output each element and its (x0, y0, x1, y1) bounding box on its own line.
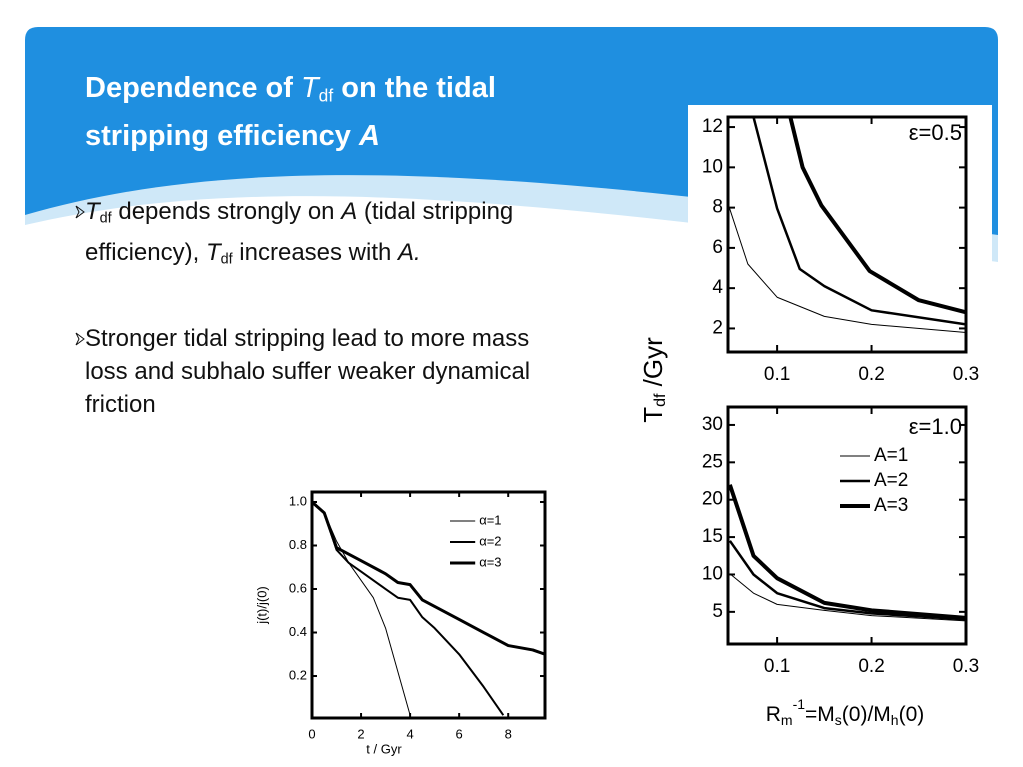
series-line (752, 117, 966, 326)
annotation: ε=0.5 (909, 120, 962, 145)
annotation: ε=1.0 (909, 414, 962, 439)
x-tick-label: 0 (308, 726, 315, 741)
x-tick-label: 0.3 (953, 364, 979, 385)
series-line (788, 117, 966, 315)
y-tick-label: 15 (702, 526, 723, 547)
legend-label: α=3 (479, 554, 501, 569)
y-tick-label: 8 (712, 197, 723, 218)
y-tick-label: 10 (702, 563, 723, 584)
bullet-arrow (75, 205, 85, 219)
x-tick-label: 0.3 (953, 656, 979, 677)
series-line (312, 501, 505, 716)
bullet: Stronger tidal stripping lead to more ma… (75, 322, 545, 421)
x-tick-label: 4 (406, 726, 413, 741)
x-tick-label: 0.1 (764, 656, 790, 677)
y-tick-label: 5 (712, 601, 723, 622)
x-tick-label: 6 (456, 726, 463, 741)
y-tick-label: 1.0 (289, 493, 307, 508)
x-axis-label: Rm-1=Ms(0)/Mh(0) (766, 696, 925, 728)
bullet-arrow (75, 332, 85, 346)
y-axis-label: Tdf /Gyr (638, 337, 669, 423)
slide-title: Dependence of Tdf on the tidal stripping … (85, 72, 496, 153)
y-tick-label: 0.2 (289, 667, 307, 682)
series-line (312, 500, 545, 656)
y-tick-label: 6 (712, 237, 723, 258)
plot-frame (726, 405, 968, 646)
plot-frame (726, 115, 968, 354)
series-line (728, 484, 966, 620)
legend-label: α=2 (479, 533, 501, 548)
figure-panel (688, 105, 992, 730)
y-tick-label: 12 (702, 116, 723, 137)
y-tick-label: 0.8 (289, 537, 307, 552)
legend-label: A=3 (874, 495, 908, 516)
y-axis-label: j(t)/j(0) (254, 586, 269, 625)
x-tick-label: 0.1 (764, 364, 790, 385)
series-line (728, 540, 966, 621)
y-tick-label: 2 (712, 317, 723, 338)
y-tick-label: 30 (702, 414, 723, 435)
x-tick-label: 8 (505, 726, 512, 741)
plot-frame (310, 490, 547, 720)
legend-label: A=2 (874, 470, 908, 491)
y-tick-label: 0.4 (289, 624, 307, 639)
small-figure-panel (250, 485, 555, 767)
legend-label: A=1 (874, 445, 908, 466)
y-tick-label: 20 (702, 489, 723, 510)
y-tick-label: 10 (702, 156, 723, 177)
series-line (728, 206, 966, 333)
series-line (729, 573, 966, 622)
y-tick-label: 0.6 (289, 580, 307, 595)
y-tick-label: 25 (702, 451, 723, 472)
x-tick-label: 0.2 (858, 656, 884, 677)
x-tick-label: 0.2 (858, 364, 884, 385)
bullet: Tdf depends strongly on A (tidal strippi… (75, 195, 555, 276)
legend-label: α=1 (479, 512, 501, 527)
y-tick-label: 4 (712, 277, 723, 298)
x-tick-label: 2 (357, 726, 364, 741)
x-axis-label: t / Gyr (366, 741, 402, 756)
